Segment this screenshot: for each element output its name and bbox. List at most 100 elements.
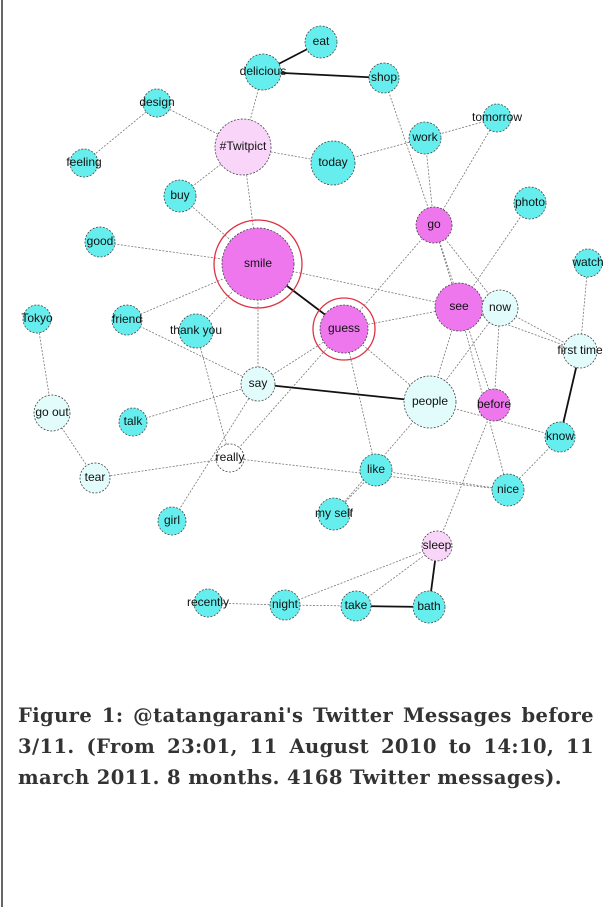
edge (493, 307, 501, 406)
node-label: good (87, 234, 114, 248)
node (304, 25, 338, 59)
edge (343, 328, 377, 471)
node (544, 421, 576, 453)
edge (126, 263, 259, 321)
edge (132, 383, 259, 423)
node (359, 453, 393, 487)
node (118, 407, 148, 437)
node-label: recently (187, 595, 229, 609)
node-label: today (318, 155, 347, 169)
node-label: really (216, 450, 245, 464)
node (421, 530, 453, 562)
edge (355, 545, 438, 607)
node-label: say (249, 376, 268, 390)
node (408, 121, 442, 155)
node-label: know (546, 429, 574, 443)
node-label: eat (313, 34, 330, 48)
edge (433, 117, 498, 226)
edge (83, 102, 158, 164)
node-label: feeling (66, 155, 101, 169)
node-label: sleep (423, 538, 452, 552)
node (163, 179, 197, 213)
node (240, 366, 276, 402)
node (317, 497, 351, 531)
node-label: take (345, 598, 368, 612)
node (340, 590, 372, 622)
node-label: see (449, 299, 469, 313)
node-label: work (411, 130, 438, 144)
edge (171, 383, 259, 522)
node-label: Tokyo (21, 311, 53, 325)
node-ring (213, 219, 303, 309)
node (482, 103, 512, 133)
edge (436, 404, 495, 547)
edge (262, 71, 385, 79)
node-label: buy (170, 188, 189, 202)
node (193, 588, 223, 618)
edge (284, 545, 438, 606)
node (513, 186, 547, 220)
edge (257, 383, 431, 403)
edge (343, 224, 435, 330)
node (79, 462, 111, 494)
node (22, 304, 52, 334)
node-ring (312, 297, 376, 361)
node-label: bath (417, 599, 440, 613)
node-label: friend (112, 312, 142, 326)
edge (36, 318, 53, 414)
node (491, 473, 525, 507)
node-label: design (139, 95, 174, 109)
node-label: shop (371, 70, 397, 84)
node-label: like (367, 462, 385, 476)
node (368, 62, 400, 94)
node-label: night (272, 597, 299, 611)
edge (229, 457, 509, 491)
node-label: go (427, 217, 441, 231)
edge (375, 469, 509, 491)
node (214, 118, 272, 176)
node (84, 226, 116, 258)
node (111, 304, 143, 336)
edge (195, 330, 231, 459)
edge (229, 328, 345, 459)
node (221, 227, 295, 301)
node-label: smile (244, 256, 272, 270)
node (244, 53, 282, 91)
node-label: my self (315, 506, 354, 520)
node (142, 88, 172, 118)
node-label: thank you (170, 323, 222, 337)
node (319, 304, 369, 354)
node-label: tear (85, 470, 106, 484)
node (215, 443, 245, 473)
node (562, 333, 598, 369)
node (69, 148, 99, 178)
node-label: people (412, 394, 448, 408)
node-label: girl (164, 513, 180, 527)
node (403, 375, 457, 429)
node-label: photo (515, 195, 545, 209)
edge (429, 306, 460, 403)
node (412, 590, 446, 624)
figure-caption: Figure 1: @tatangarani's Twitter Message… (18, 704, 594, 789)
node (178, 313, 214, 349)
node (310, 140, 356, 186)
node-label: first time (557, 343, 603, 357)
node (269, 589, 301, 621)
node (415, 206, 453, 244)
edge (94, 457, 231, 479)
node-label: talk (124, 414, 144, 428)
edge (383, 77, 435, 226)
node (477, 388, 511, 422)
node (33, 394, 71, 432)
node-label: go out (35, 405, 69, 419)
node (157, 506, 187, 536)
node-label: before (477, 397, 511, 411)
node-label: now (489, 300, 511, 314)
node-label: nice (497, 482, 519, 496)
node-label: #Twitpict (220, 139, 267, 153)
node-label: tomorrow (472, 110, 522, 124)
node-label: guess (328, 321, 360, 335)
node (481, 289, 519, 327)
